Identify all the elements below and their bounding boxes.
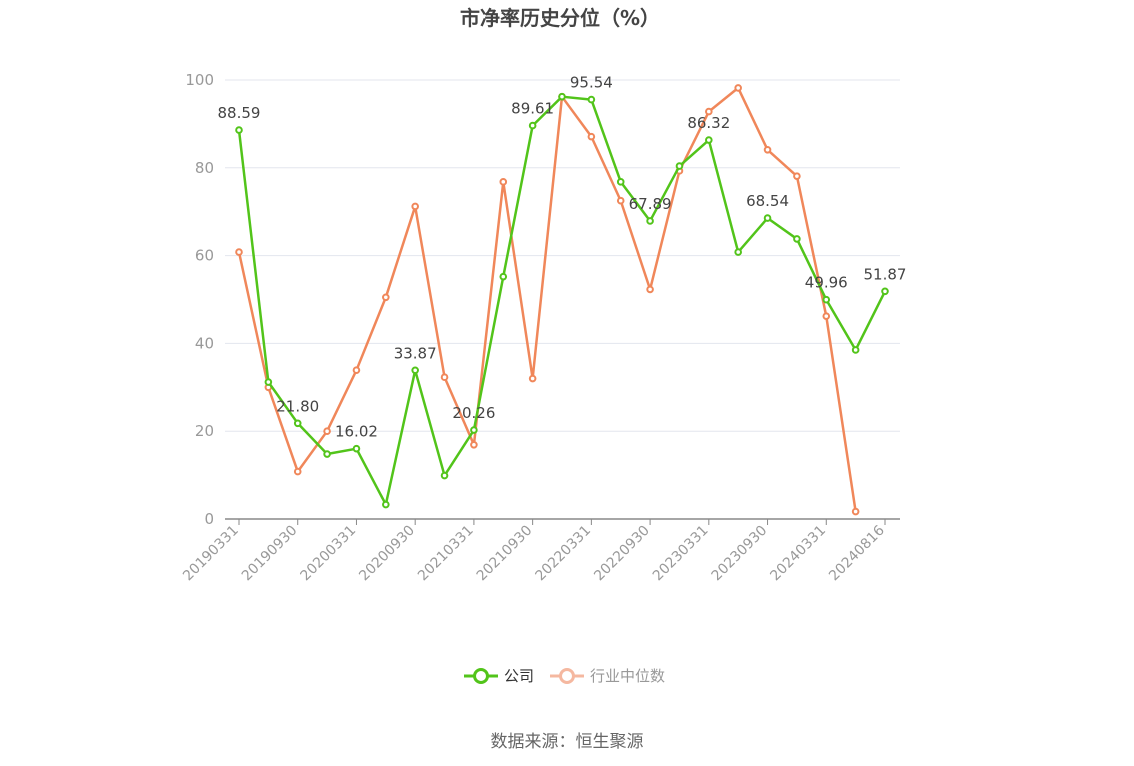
- company-point[interactable]: [763, 214, 772, 222]
- data-label: 21.80: [276, 397, 319, 415]
- industry-point[interactable]: [793, 172, 801, 180]
- company-point[interactable]: [323, 450, 331, 458]
- company-point[interactable]: [851, 346, 860, 354]
- legend: 公司 行业中位数: [464, 667, 665, 685]
- data-label: 67.89: [629, 195, 672, 213]
- data-label: 86.32: [687, 114, 730, 132]
- data-label: 33.87: [394, 344, 437, 362]
- company-point[interactable]: [616, 178, 625, 186]
- x-tick-label: 20240816: [826, 522, 888, 584]
- x-tick-label: 20220930: [591, 523, 653, 585]
- data-source: 数据来源：恒生聚源: [491, 732, 644, 752]
- industry-point[interactable]: [705, 107, 713, 116]
- company-point[interactable]: [793, 235, 801, 243]
- x-tick-label: 20210930: [474, 523, 536, 585]
- legend-industry-marker: [559, 668, 575, 684]
- industry-point[interactable]: [528, 374, 537, 383]
- company-point[interactable]: [528, 121, 537, 130]
- data-labels: 88.59 21.80 16.02 33.87 20.26 89.61 95.54 67.89…: [218, 74, 907, 441]
- axes: 0 20 40 60 80 100 2019033120190930202003312020…: [180, 71, 900, 584]
- data-label: 89.61: [511, 100, 554, 118]
- x-tick-label: 20230930: [709, 523, 771, 585]
- company-point[interactable]: [499, 272, 508, 281]
- grid: [225, 79, 900, 432]
- industry-point[interactable]: [293, 467, 302, 476]
- data-label: 16.02: [335, 423, 378, 441]
- company-point[interactable]: [235, 126, 243, 134]
- company-point[interactable]: [587, 95, 596, 104]
- legend-item-industry[interactable]: 行业中位数: [550, 667, 665, 685]
- company-point[interactable]: [382, 500, 390, 509]
- series-layer: [235, 84, 889, 516]
- industry-point[interactable]: [411, 202, 419, 211]
- data-label: 51.87: [864, 265, 907, 283]
- data-label: 49.96: [805, 274, 848, 292]
- industry-point[interactable]: [734, 84, 742, 92]
- y-tick-label: 80: [195, 159, 214, 177]
- data-label: 88.59: [218, 104, 261, 122]
- x-tick-label: 20230331: [650, 523, 712, 585]
- data-label: 95.54: [570, 74, 613, 92]
- y-tick-label: 20: [195, 422, 214, 440]
- x-tick-label: 20190930: [239, 523, 301, 585]
- company-point[interactable]: [352, 444, 361, 453]
- company-point[interactable]: [470, 426, 478, 434]
- industry-point[interactable]: [499, 178, 508, 186]
- industry-point[interactable]: [763, 146, 772, 154]
- industry-point[interactable]: [352, 366, 361, 374]
- industry-point[interactable]: [851, 507, 860, 516]
- company-point[interactable]: [293, 419, 302, 428]
- company-point[interactable]: [822, 295, 831, 304]
- y-tick-label: 40: [195, 334, 214, 352]
- chart-title: 市净率历史分位（%）: [460, 6, 660, 30]
- company-point[interactable]: [881, 287, 889, 296]
- industry-point[interactable]: [616, 196, 625, 205]
- legend-industry-label: 行业中位数: [590, 667, 665, 685]
- data-label: 68.54: [746, 192, 789, 210]
- company-point[interactable]: [558, 92, 566, 101]
- industry-point[interactable]: [235, 248, 243, 256]
- y-tick-label: 100: [185, 71, 214, 89]
- company-point[interactable]: [734, 248, 742, 256]
- industry-point[interactable]: [382, 293, 390, 302]
- company-point[interactable]: [646, 217, 654, 225]
- legend-item-company[interactable]: 公司: [464, 667, 534, 685]
- x-tick-label: 20200930: [356, 523, 418, 585]
- legend-company-label: 公司: [504, 667, 534, 685]
- industry-point[interactable]: [587, 132, 596, 141]
- industry-point[interactable]: [822, 312, 831, 320]
- industry-point[interactable]: [646, 285, 654, 294]
- y-tick-label: 60: [195, 247, 214, 265]
- industry-point[interactable]: [323, 427, 331, 436]
- company-point[interactable]: [411, 366, 419, 375]
- industry-series-line: [237, 86, 857, 512]
- industry-point[interactable]: [440, 373, 449, 382]
- x-tick-label: 20240331: [767, 523, 829, 585]
- industry-point[interactable]: [470, 441, 478, 449]
- x-tick-label: 20210331: [415, 523, 477, 585]
- company-point[interactable]: [440, 471, 449, 480]
- legend-company-marker: [473, 668, 489, 684]
- x-tick-label: 20190331: [180, 523, 242, 585]
- y-tick-label: 0: [204, 510, 214, 528]
- company-point[interactable]: [705, 136, 713, 144]
- data-label: 20.26: [452, 404, 495, 422]
- x-tick-label: 20200331: [298, 523, 360, 585]
- company-point[interactable]: [675, 162, 684, 170]
- company-series-line: [237, 95, 887, 506]
- company-point[interactable]: [264, 378, 273, 386]
- x-tick-label: 20220331: [532, 523, 594, 585]
